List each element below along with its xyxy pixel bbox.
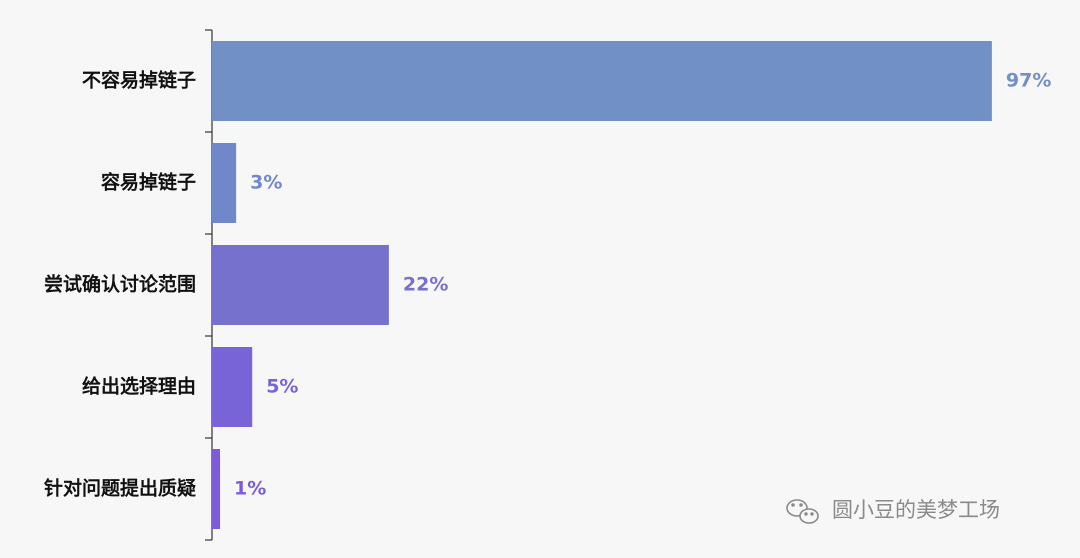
bar <box>212 143 237 223</box>
value-label: 3% <box>250 172 282 194</box>
value-label: 1% <box>234 478 266 500</box>
bar <box>212 449 221 529</box>
category-label: 尝试确认讨论范围 <box>44 273 196 296</box>
value-label: 5% <box>266 376 298 398</box>
value-label: 22% <box>403 274 448 296</box>
bar <box>212 245 389 325</box>
category-label: 不容易掉链子 <box>82 69 196 92</box>
bar <box>212 41 992 121</box>
category-label: 针对问题提出质疑 <box>44 477 196 500</box>
value-label: 97% <box>1006 70 1051 92</box>
category-label: 给出选择理由 <box>82 375 196 398</box>
bar <box>212 347 253 427</box>
wechat-icon <box>786 499 819 524</box>
category-label: 容易掉链子 <box>101 171 196 194</box>
watermark: 圆小豆的美梦工场 <box>832 498 1000 522</box>
